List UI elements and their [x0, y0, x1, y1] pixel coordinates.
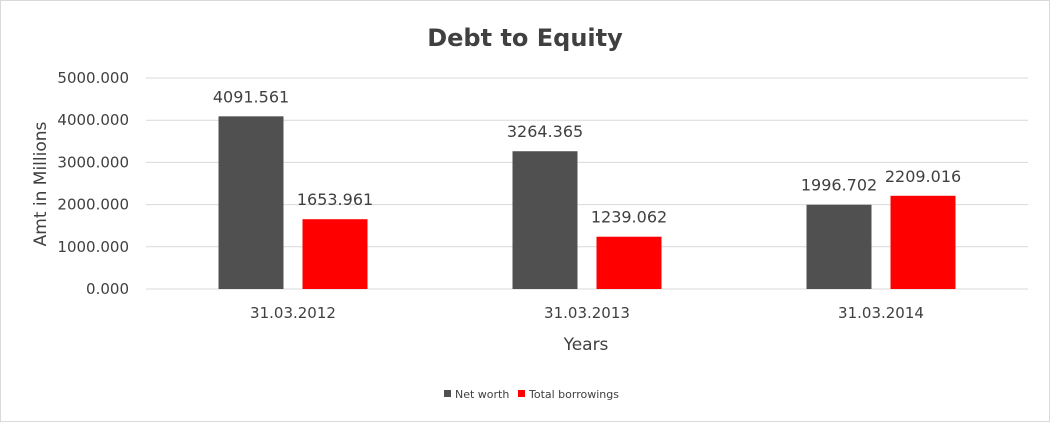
data-label: 1239.062: [591, 208, 667, 227]
legend: Net worth Total borrowings: [444, 388, 619, 401]
x-axis-title: Years: [563, 335, 609, 355]
legend-swatch: [444, 390, 451, 397]
data-label: 2209.016: [885, 167, 961, 186]
x-tick-label: 31.03.2013: [544, 304, 630, 322]
data-label: 1653.961: [297, 190, 373, 209]
x-tick-label: 31.03.2014: [838, 304, 924, 322]
data-label: 3264.365: [507, 122, 583, 141]
bar-total-borrowings: [890, 195, 956, 289]
legend-label: Total borrowings: [528, 388, 619, 401]
chart-title: Debt to Equity: [427, 24, 623, 52]
x-tick-label: 31.03.2012: [250, 304, 336, 322]
y-tick-label: 2000.000: [57, 196, 129, 214]
y-tick-label: 3000.000: [57, 153, 129, 171]
legend-swatch: [518, 390, 525, 397]
y-axis-ticks: 0.000 1000.000 2000.000 3000.000 4000.000 500…: [57, 69, 129, 298]
data-label: 1996.702: [801, 176, 877, 195]
y-tick-label: 0.000: [86, 280, 129, 298]
data-labels: 4091.561 1653.961 3264.365 1239.062 1996.702…: [213, 87, 961, 226]
bars: [218, 116, 956, 290]
y-axis-title: Amt in Millions: [31, 121, 51, 246]
data-label: 4091.561: [213, 87, 289, 106]
x-axis-categories: 31.03.2012 31.03.2013 31.03.2014: [250, 304, 924, 322]
y-tick-label: 4000.000: [57, 111, 129, 129]
legend-label: Net worth: [455, 388, 509, 401]
bar-total-borrowings: [302, 219, 368, 289]
bar-net-worth: [806, 204, 872, 289]
bar-total-borrowings: [596, 236, 662, 289]
y-tick-label: 1000.000: [57, 238, 129, 256]
bar-net-worth: [512, 151, 578, 289]
gridlines: [146, 77, 1028, 290]
bar-net-worth: [218, 116, 284, 290]
y-tick-label: 5000.000: [57, 69, 129, 87]
